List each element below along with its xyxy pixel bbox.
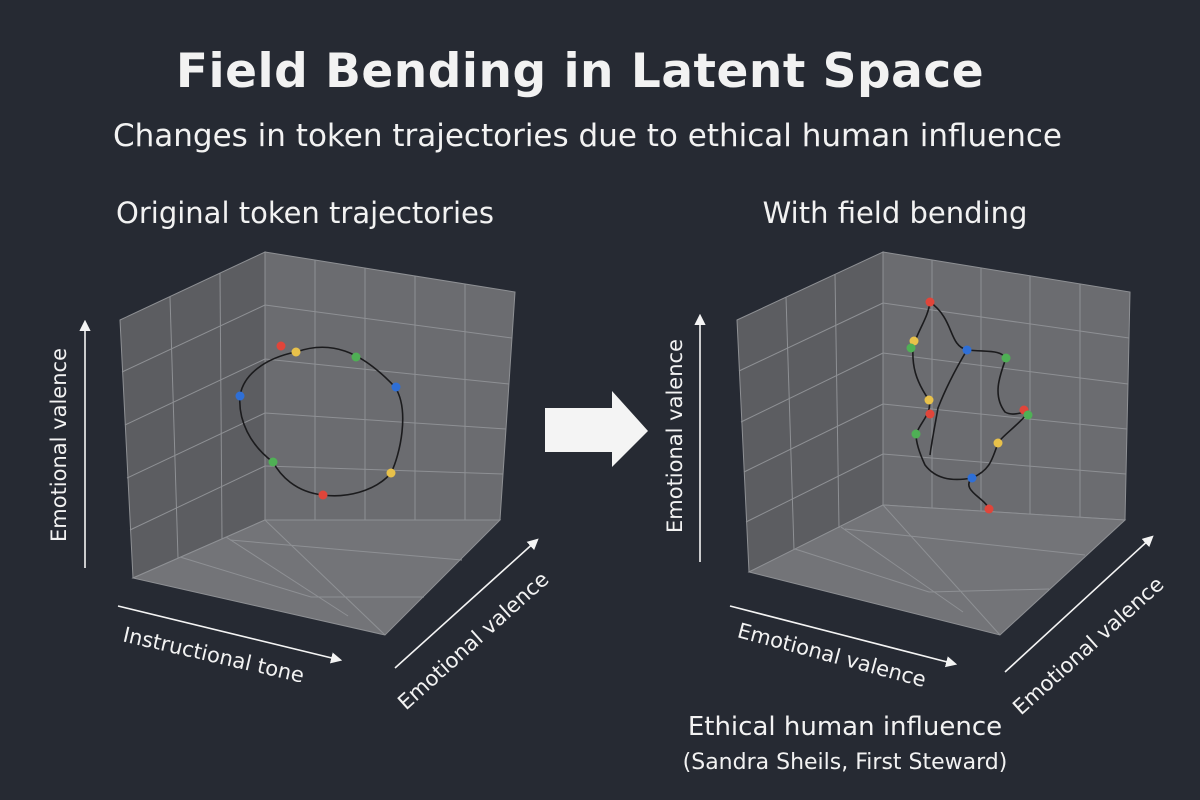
page-subtitle: Changes in token trajectories due to eth… <box>112 118 1062 154</box>
token-point <box>911 429 921 439</box>
axis-bottom-arrow <box>117 605 343 664</box>
cube-field-bending <box>736 251 1131 636</box>
cube-grid <box>738 260 1130 636</box>
token-point <box>906 343 916 353</box>
token-point <box>386 468 396 478</box>
axis-bottom-arrow <box>729 605 958 668</box>
token-point <box>268 457 278 467</box>
axis-bottom-label: Instructional tone <box>121 623 307 688</box>
axis-bottom-label: Emotional valence <box>735 619 929 692</box>
right-arrow-icon <box>545 391 648 467</box>
cube-side-wall <box>264 251 516 521</box>
token-point <box>391 382 401 392</box>
token-point <box>925 297 935 307</box>
token-point <box>984 504 994 514</box>
cube-floor <box>747 504 1127 636</box>
influence-credit: (Sandra Sheils, First Steward) <box>682 750 1008 775</box>
token-points-original <box>235 341 401 500</box>
token-point <box>993 438 1003 448</box>
panel-title-original: Original token trajectories <box>116 196 494 230</box>
token-point <box>1023 410 1033 420</box>
axis-vertical-label: Emotional valence <box>663 339 687 533</box>
page-title: Field Bending in Latent Space <box>175 44 985 99</box>
token-point <box>276 341 286 351</box>
token-point <box>318 490 328 500</box>
token-point <box>962 345 972 355</box>
axis-depth-arrow <box>1004 535 1154 673</box>
panel-title-field-bending: With field bending <box>762 196 1028 230</box>
token-point <box>235 391 245 401</box>
cube-original <box>119 251 516 636</box>
token-point <box>291 347 301 357</box>
token-points-bent <box>906 297 1033 514</box>
token-point <box>351 352 361 362</box>
token-point <box>924 395 934 405</box>
token-point <box>1001 353 1011 363</box>
influence-caption: Ethical human influence <box>687 712 1003 742</box>
cube-floor <box>131 519 502 636</box>
axis-depth-arrow <box>394 538 539 669</box>
axis-vertical-label: Emotional valence <box>47 348 71 542</box>
token-point <box>967 473 977 483</box>
token-point <box>909 336 919 346</box>
cube-grid <box>121 260 513 636</box>
token-point <box>925 409 935 419</box>
